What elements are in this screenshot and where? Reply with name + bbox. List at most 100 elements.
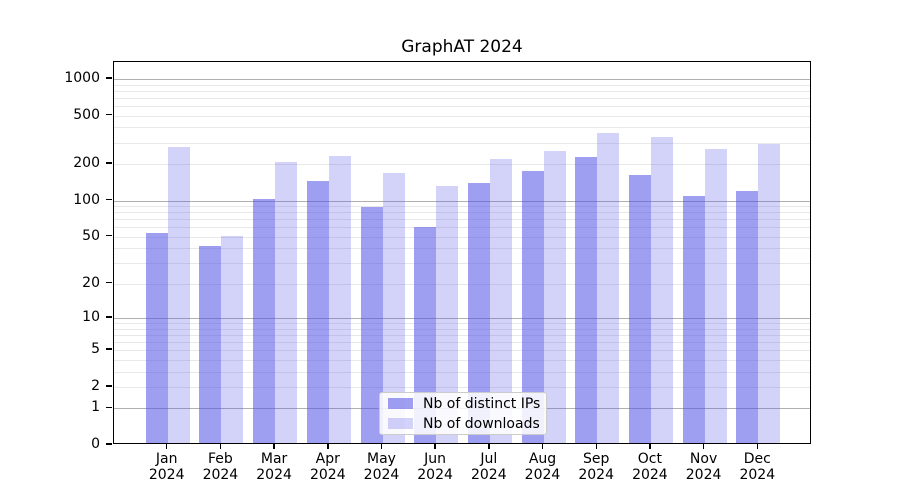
- gridline-minor: [114, 386, 810, 388]
- x-tick-label: Sep 2024: [578, 451, 614, 483]
- y-tick-mark: [106, 77, 112, 79]
- y-tick-label: 200: [73, 155, 100, 171]
- x-tick-label: Dec 2024: [739, 451, 776, 483]
- gridline-minor: [114, 227, 810, 229]
- y-tick-mark: [106, 162, 112, 164]
- x-tick-mark: [756, 444, 758, 449]
- bar-distinct-ips-nov: [682, 195, 705, 443]
- gridline-major: [114, 78, 810, 80]
- gridline-minor: [114, 263, 810, 265]
- plot-area: [113, 61, 811, 444]
- bar-downloads-apr: [328, 155, 351, 443]
- bar-distinct-ips-feb: [199, 246, 222, 443]
- bar-downloads-oct: [650, 136, 673, 443]
- bar-downloads-may: [382, 173, 405, 443]
- bar-downloads-feb: [221, 235, 244, 443]
- x-tick-mark: [327, 444, 329, 449]
- legend-item-distinct-ips: Nb of distinct IPs: [388, 395, 541, 412]
- x-tick-label: Nov 2024: [685, 451, 722, 483]
- bar-downloads-jun: [436, 185, 459, 443]
- x-tick-mark: [380, 444, 383, 449]
- gridline-major: [114, 200, 810, 202]
- gridline-minor: [114, 164, 810, 165]
- y-tick-label: 1000: [64, 69, 100, 86]
- gridline-minor: [114, 248, 810, 250]
- gridline-minor: [114, 115, 810, 117]
- x-tick-mark: [649, 444, 651, 449]
- bar-downloads-sep: [597, 132, 620, 443]
- legend-label-downloads: Nb of downloads: [423, 415, 540, 432]
- gridline-minor: [114, 328, 810, 330]
- y-tick-mark: [106, 198, 112, 201]
- bar-downloads-jan: [167, 147, 190, 443]
- x-tick-mark: [541, 444, 544, 449]
- legend-item-downloads: Nb of downloads: [388, 415, 540, 432]
- gridline-minor: [114, 341, 810, 343]
- x-tick-mark: [702, 444, 705, 449]
- gridline-minor: [114, 334, 810, 336]
- y-tick-label: 1: [91, 399, 100, 416]
- gridline-minor: [114, 97, 810, 99]
- y-tick-mark: [106, 316, 112, 318]
- y-tick-mark: [106, 348, 112, 350]
- bar-downloads-nov: [704, 149, 727, 443]
- x-tick-mark: [595, 444, 597, 449]
- gridline-minor: [114, 371, 810, 373]
- bar-distinct-ips-sep: [575, 156, 598, 443]
- y-tick-mark: [106, 385, 112, 387]
- x-tick-mark: [488, 444, 490, 449]
- gridline-minor: [114, 90, 810, 92]
- gridline-minor: [114, 84, 810, 86]
- bar-distinct-ips-dec: [736, 191, 759, 443]
- y-tick-label: 50: [82, 227, 100, 244]
- x-tick-mark: [219, 444, 222, 449]
- x-tick-mark: [165, 444, 168, 449]
- bar-distinct-ips-oct: [628, 175, 651, 443]
- gridline-minor: [114, 212, 810, 214]
- bar-distinct-ips-may: [360, 207, 383, 443]
- x-tick-label: Apr 2024: [309, 451, 346, 483]
- bar-distinct-ips-mar: [253, 198, 276, 443]
- x-tick-label: May 2024: [363, 451, 400, 483]
- x-tick-label: Aug 2024: [524, 451, 561, 483]
- x-tick-label: Jun 2024: [417, 451, 453, 483]
- gridline-minor: [114, 142, 810, 144]
- y-tick-mark: [106, 113, 112, 116]
- legend-label-distinct-ips: Nb of distinct IPs: [423, 395, 541, 412]
- x-tick-label: Jan 2024: [148, 451, 185, 483]
- bar-downloads-jul: [489, 159, 512, 443]
- y-tick-mark: [106, 234, 112, 237]
- bar-downloads-mar: [275, 162, 298, 443]
- gridline-minor: [114, 206, 810, 207]
- bar-distinct-ips-aug: [521, 170, 544, 443]
- y-tick-mark: [106, 443, 112, 445]
- x-tick-label: Oct 2024: [632, 451, 668, 483]
- bar-distinct-ips-jul: [467, 182, 490, 443]
- y-tick-label: 2: [91, 377, 100, 394]
- x-tick-label: Feb 2024: [202, 451, 239, 483]
- y-tick-label: 100: [73, 191, 100, 208]
- y-tick-label: 500: [73, 106, 100, 123]
- chart-title: GraphAT 2024: [401, 37, 523, 57]
- legend-swatch-distinct-ips: [388, 398, 413, 409]
- legend-swatch-downloads: [388, 418, 413, 429]
- y-tick-label: 5: [91, 341, 100, 358]
- gridline-minor: [114, 359, 810, 361]
- x-tick-mark: [273, 444, 275, 449]
- gridline-minor: [114, 127, 810, 129]
- x-tick-label: Jul 2024: [470, 451, 507, 483]
- y-tick-label: 0: [91, 436, 100, 452]
- bar-downloads-aug: [543, 150, 566, 443]
- y-tick-mark: [106, 281, 112, 284]
- y-tick-label: 10: [82, 309, 100, 325]
- gridline-minor: [114, 283, 810, 285]
- legend: Nb of distinct IPs Nb of downloads: [379, 392, 547, 435]
- bar-downloads-dec: [758, 144, 781, 443]
- gridline-minor: [114, 106, 810, 107]
- bar-distinct-ips-jan: [145, 232, 168, 443]
- x-tick-mark: [434, 444, 436, 449]
- gridline-minor: [114, 219, 810, 221]
- y-tick-label: 20: [82, 274, 100, 291]
- gridline-major: [114, 318, 810, 319]
